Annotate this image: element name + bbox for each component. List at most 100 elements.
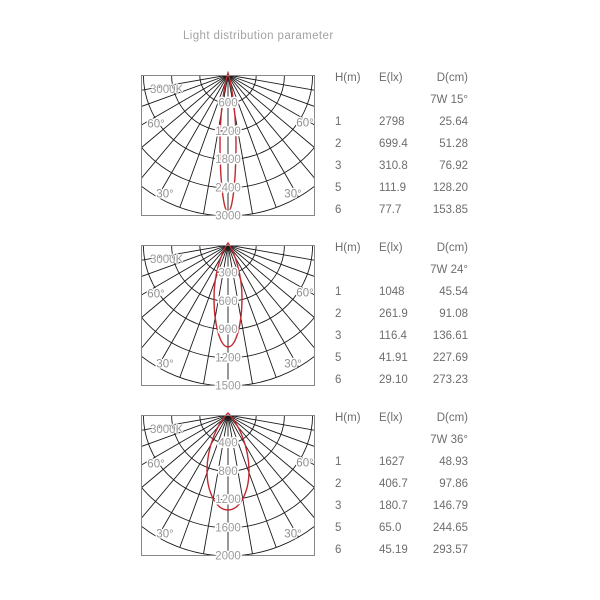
grid-radial-line bbox=[227, 245, 253, 384]
parameter-table-15deg: H(m) E(lx) D(cm) 7W 15° 1 2798 25.64 2 699.4… bbox=[333, 67, 473, 221]
cell-height: 1 bbox=[335, 286, 342, 298]
grid-radial-line bbox=[141, 75, 229, 126]
grid-radial-line bbox=[141, 75, 229, 108]
cell-diameter: 136.61 bbox=[432, 330, 468, 342]
table-subheader-row: 7W 24° bbox=[333, 259, 473, 281]
beam-spec-label: 7W 36° bbox=[430, 434, 468, 446]
polar-diagram-24deg: 300 600 900 1200 1500 3000K 60° 60° 30° 30° bbox=[141, 241, 315, 394]
cell-diameter: 91.08 bbox=[439, 308, 468, 320]
cell-illuminance: 45.19 bbox=[379, 544, 408, 556]
table-row: 5 111.9 128.20 bbox=[333, 177, 473, 199]
angle-tick-label: 30° bbox=[156, 189, 173, 201]
angle-tick-label: 60° bbox=[147, 289, 164, 301]
diagram-border bbox=[141, 75, 315, 216]
grid-radial-line bbox=[227, 415, 253, 554]
polar-grid bbox=[141, 415, 315, 556]
cell-illuminance: 111.9 bbox=[379, 182, 407, 194]
table-body: 1 1627 48.93 2 406.7 97.86 3 180.7 146.79 5 65.0 24… bbox=[333, 451, 473, 561]
table-row: 3 180.7 146.79 bbox=[333, 495, 473, 517]
angle-tick-label: 60° bbox=[296, 458, 313, 470]
cell-height: 2 bbox=[335, 478, 342, 490]
polar-grid bbox=[141, 245, 315, 386]
grid-radial-line bbox=[141, 75, 229, 91]
diagram-border bbox=[141, 245, 315, 386]
table-row: 5 65.0 244.65 bbox=[333, 517, 473, 539]
grid-radial-line bbox=[227, 75, 253, 214]
grid-radial-line bbox=[203, 75, 229, 214]
grid-radial-line bbox=[227, 245, 277, 378]
col-header-illuminance: E(lx) bbox=[379, 242, 403, 254]
angle-tick-label: 60° bbox=[147, 459, 164, 471]
ring-value-label: 1200 bbox=[215, 352, 241, 364]
grid-radial-line bbox=[227, 75, 315, 180]
grid-radial-line bbox=[141, 75, 229, 180]
table-row: 3 310.8 76.92 bbox=[333, 155, 473, 177]
grid-radial-line bbox=[227, 75, 299, 198]
col-header-diameter: D(cm) bbox=[436, 412, 468, 424]
grid-radial-line bbox=[227, 245, 315, 261]
grid-radial-line bbox=[227, 245, 315, 278]
table-row: 3 116.4 136.61 bbox=[333, 325, 473, 347]
grid-radial-line bbox=[227, 75, 277, 208]
table-header-row: H(m) E(lx) D(cm) bbox=[333, 67, 473, 89]
ring-value-label: 400 bbox=[218, 438, 237, 450]
cell-diameter: 293.57 bbox=[432, 544, 468, 556]
beam-spec-label: 7W 24° bbox=[430, 264, 468, 276]
cell-illuminance: 261.9 bbox=[379, 308, 408, 320]
cell-height: 1 bbox=[335, 456, 342, 468]
table-row: 2 261.9 91.08 bbox=[333, 303, 473, 325]
cell-diameter: 25.64 bbox=[439, 116, 468, 128]
polar-diagram-36deg: 400 800 1200 1600 2000 3000K 60° 60° 30° 30° bbox=[141, 412, 315, 564]
angle-tick-label: 60° bbox=[296, 288, 313, 300]
beam-intensity-curve bbox=[213, 241, 243, 348]
cell-illuminance: 310.8 bbox=[379, 160, 408, 172]
col-header-height: H(m) bbox=[335, 242, 361, 254]
cell-illuminance: 2798 bbox=[379, 116, 405, 128]
table-subheader-row: 7W 36° bbox=[333, 429, 473, 451]
color-temperature-label: 3000K bbox=[150, 84, 184, 96]
cell-illuminance: 1048 bbox=[379, 286, 405, 298]
cell-height: 5 bbox=[335, 182, 342, 194]
ring-value-label: 600 bbox=[218, 296, 237, 308]
table-row: 1 1048 45.54 bbox=[333, 281, 473, 303]
polar-diagram-15deg: 600 1200 1800 2400 3000 3000K 60° 60° 30° 30° bbox=[141, 70, 315, 224]
cell-height: 3 bbox=[335, 500, 342, 512]
grid-radial-line bbox=[227, 415, 315, 489]
grid-radial-line bbox=[141, 245, 229, 296]
cell-height: 2 bbox=[335, 138, 342, 150]
grid-radial-line bbox=[141, 415, 229, 489]
col-header-illuminance: E(lx) bbox=[379, 412, 403, 424]
grid-radial-line bbox=[227, 415, 299, 538]
grid-radial-line bbox=[227, 415, 315, 466]
cell-illuminance: 41.91 bbox=[379, 352, 408, 364]
cell-illuminance: 180.7 bbox=[379, 500, 408, 512]
grid-radial-line bbox=[141, 415, 229, 448]
table-row: 6 29.10 273.23 bbox=[333, 369, 473, 391]
ring-value-label: 600 bbox=[218, 98, 237, 110]
cell-height: 5 bbox=[335, 522, 342, 534]
grid-radial-line bbox=[227, 415, 315, 520]
ring-value-label: 800 bbox=[218, 466, 237, 478]
cell-diameter: 51.28 bbox=[439, 138, 468, 150]
cell-diameter: 76.92 bbox=[439, 160, 468, 172]
table-header-row: H(m) E(lx) D(cm) bbox=[333, 237, 473, 259]
table-row: 6 77.7 153.85 bbox=[333, 199, 473, 221]
angle-tick-label: 30° bbox=[284, 529, 301, 541]
ring-value-label: 1500 bbox=[215, 381, 241, 393]
parameter-table-24deg: H(m) E(lx) D(cm) 7W 24° 1 1048 45.54 2 261.9… bbox=[333, 237, 473, 391]
grid-radial-line bbox=[157, 245, 229, 368]
cell-height: 6 bbox=[335, 374, 342, 386]
grid-radial-line bbox=[227, 245, 299, 368]
ring-value-label: 2400 bbox=[215, 182, 241, 194]
grid-radial-line bbox=[157, 75, 229, 198]
table-subheader-row: 7W 15° bbox=[333, 89, 473, 111]
cell-height: 3 bbox=[335, 160, 342, 172]
cell-illuminance: 699.4 bbox=[379, 138, 408, 150]
table-header-row: H(m) E(lx) D(cm) bbox=[333, 407, 473, 429]
col-header-height: H(m) bbox=[335, 412, 361, 424]
beam-spec-label: 7W 15° bbox=[430, 94, 468, 106]
grid-radial-line bbox=[179, 245, 229, 378]
cell-height: 2 bbox=[335, 308, 342, 320]
grid-radial-line bbox=[141, 245, 229, 261]
